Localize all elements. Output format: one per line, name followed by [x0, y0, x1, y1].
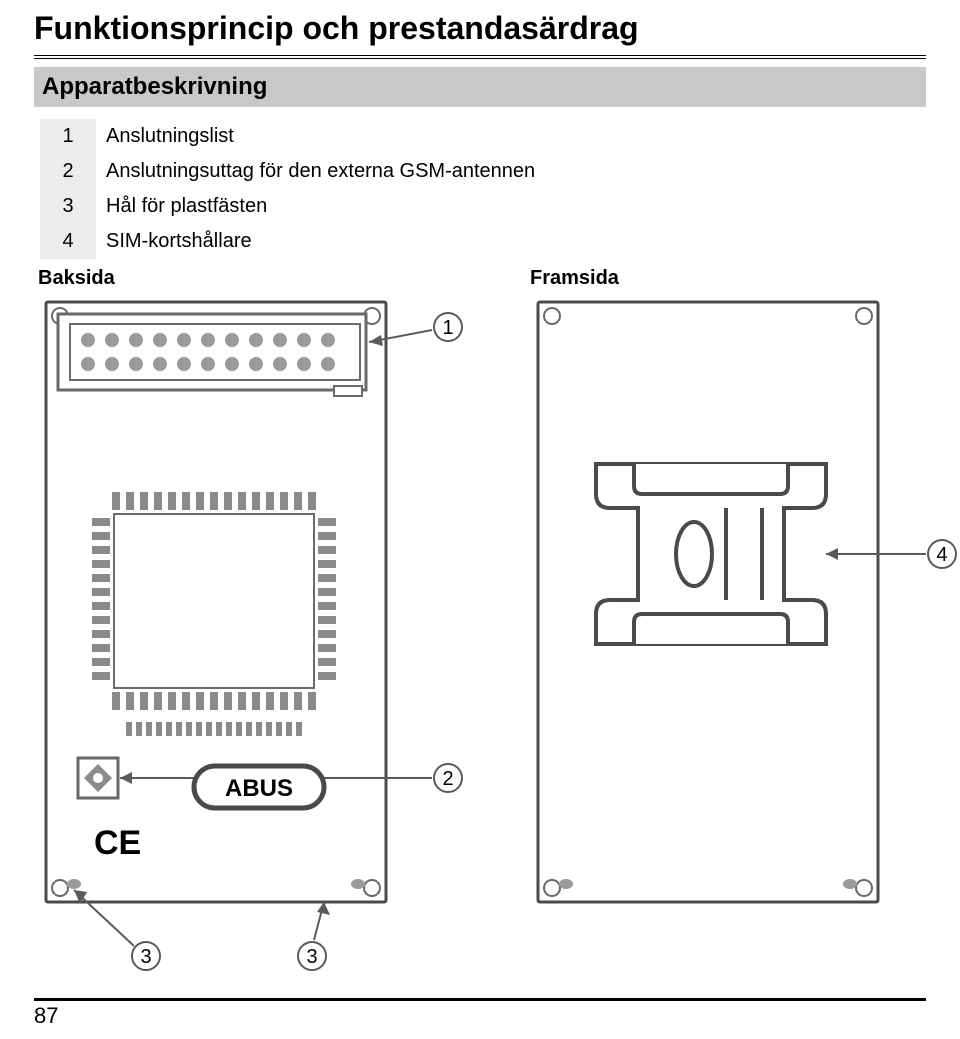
callout-4: 4 — [936, 544, 947, 566]
front-diagram: 4 — [526, 294, 960, 984]
legend-table: 1 Anslutningslist 2 Anslutningsuttag för… — [40, 119, 545, 259]
legend-num: 1 — [40, 119, 96, 154]
legend-num: 4 — [40, 224, 96, 259]
legend-text: Anslutningslist — [96, 119, 545, 154]
table-row: 1 Anslutningslist — [40, 119, 545, 154]
brand-logo: ABUS — [225, 775, 293, 802]
front-label: Framsida — [530, 267, 960, 290]
page-title: Funktionsprincip och prestandasärdrag — [34, 10, 926, 47]
table-row: 4 SIM-kortshållare — [40, 224, 545, 259]
legend-num: 3 — [40, 189, 96, 224]
legend-text: Hål för plastfästen — [96, 189, 545, 224]
callout-1: 1 — [442, 317, 453, 339]
back-diagram: 1 — [34, 294, 472, 984]
callout-3a: 3 — [140, 946, 151, 968]
back-label: Baksida — [38, 267, 472, 290]
legend-text: Anslutningsuttag för den externa GSM-ant… — [96, 154, 545, 189]
ce-mark: CE — [94, 824, 141, 862]
legend-num: 2 — [40, 154, 96, 189]
legend-text: SIM-kortshållare — [96, 224, 545, 259]
page-number: 87 — [34, 1003, 926, 1029]
table-row: 2 Anslutningsuttag för den externa GSM-a… — [40, 154, 545, 189]
table-row: 3 Hål för plastfästen — [40, 189, 545, 224]
section-heading: Apparatbeskrivning — [34, 67, 926, 107]
callout-3b: 3 — [306, 946, 317, 968]
callout-2: 2 — [442, 768, 453, 790]
